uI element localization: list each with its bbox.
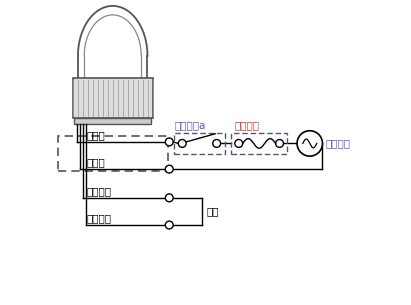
Circle shape xyxy=(165,221,173,229)
Circle shape xyxy=(178,139,186,147)
Text: ヒューズ: ヒューズ xyxy=(234,120,259,131)
Circle shape xyxy=(165,165,173,173)
Text: 電源線: 電源線 xyxy=(86,131,105,140)
Text: 接続: 接続 xyxy=(206,206,219,217)
Circle shape xyxy=(276,139,284,147)
Text: 外部接点a: 外部接点a xyxy=(174,120,206,131)
Circle shape xyxy=(297,131,323,156)
Text: 電源電圧: 電源電圧 xyxy=(326,138,351,149)
Bar xyxy=(74,118,151,124)
Circle shape xyxy=(213,139,221,147)
Text: 電源線: 電源線 xyxy=(86,158,105,168)
Circle shape xyxy=(235,139,242,147)
Circle shape xyxy=(165,138,173,146)
Circle shape xyxy=(165,194,173,202)
Bar xyxy=(58,136,168,170)
Bar xyxy=(174,133,225,154)
Text: ブザー線: ブザー線 xyxy=(86,186,111,196)
Text: ブザー線: ブザー線 xyxy=(86,214,111,224)
Bar xyxy=(72,78,152,118)
Bar xyxy=(231,133,287,154)
